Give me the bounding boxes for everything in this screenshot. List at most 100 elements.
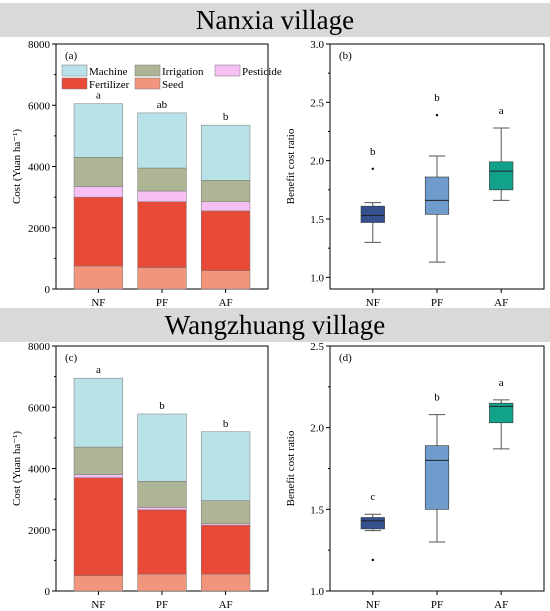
x-tick-label: PF <box>156 599 168 611</box>
panel-label: (b) <box>339 50 352 62</box>
significance-letter: b <box>434 92 440 104</box>
bar-irrigation <box>137 167 187 192</box>
bar-machine <box>137 413 187 482</box>
y-tick-label: 4000 <box>28 464 51 476</box>
legend-label-pesticide: Pesticide <box>242 66 282 78</box>
legend-label-seed: Seed <box>162 79 184 91</box>
x-tick-label: NF <box>91 297 105 309</box>
bar-seed <box>73 575 124 592</box>
significance-letter: a <box>499 105 504 117</box>
x-tick-label: NF <box>91 599 105 611</box>
legend-swatch-fertilizer <box>61 77 88 90</box>
panel-d: 1.0 1.5 2.0 2.5 NF PF AF Benefit cost ratio (d) c… <box>285 341 545 611</box>
outlier-point <box>435 113 439 117</box>
y-tick-label: 1.5 <box>310 504 324 516</box>
box-iqr <box>424 176 450 215</box>
outlier-point <box>371 167 374 171</box>
significance-letter: b <box>223 111 229 123</box>
bar-irrigation <box>137 481 187 508</box>
significance-letter: ab <box>157 99 168 111</box>
bar-pesticide <box>200 201 251 212</box>
panel-label: (c) <box>65 352 78 364</box>
bar-irrigation <box>73 446 124 475</box>
bar-irrigation <box>73 157 124 187</box>
y-tick-label: 8000 <box>28 341 51 353</box>
x-tick-label: AF <box>219 297 233 309</box>
bar-pesticide <box>73 186 124 198</box>
legend-swatch-pesticide <box>214 64 241 77</box>
legend-swatch-irrigation <box>134 64 161 77</box>
panel-label: (d) <box>339 352 352 364</box>
box-iqr <box>360 205 385 223</box>
bar-seed <box>200 573 251 592</box>
bar-pesticide <box>137 507 187 511</box>
legend-swatch-machine <box>61 64 88 77</box>
significance-letter: a <box>96 90 101 102</box>
significance-letter: c <box>370 491 375 503</box>
bar-machine <box>200 124 251 181</box>
box-iqr <box>489 161 514 191</box>
bar-seed <box>137 573 187 592</box>
y-tick-label: 1.5 <box>310 214 324 226</box>
bar-seed <box>200 270 251 290</box>
panel-a: 0 2000 4000 6000 8000 NF PF AF Cost (Yuan ha⁻¹) (… <box>11 39 282 309</box>
bar-machine <box>73 103 124 158</box>
y-tick-label: 2.5 <box>310 341 324 353</box>
y-tick-label: 6000 <box>28 402 51 414</box>
y-tick-label: 2.0 <box>310 156 324 168</box>
significance-letter: a <box>499 377 504 389</box>
significance-letter: b <box>434 392 440 404</box>
x-tick-label: PF <box>431 599 443 611</box>
x-tick-label: PF <box>156 297 168 309</box>
y-tick-label: 3.0 <box>310 39 324 51</box>
bar-fertilizer <box>200 210 251 271</box>
bar-seed <box>73 265 124 290</box>
banner-title-bottom: Wangzhuang village <box>164 310 386 340</box>
x-tick-label: AF <box>494 599 508 611</box>
panel-b: 1.0 1.5 2.0 2.5 3.0 NF PF AF Benefit cost ratio (… <box>285 39 545 309</box>
y-axis-label: Cost (Yuan ha⁻¹) <box>11 431 23 506</box>
significance-letter: b <box>223 418 229 430</box>
bar-seed <box>137 267 187 290</box>
x-tick-label: AF <box>494 297 508 309</box>
x-tick-label: AF <box>219 599 233 611</box>
bar-pesticide <box>73 474 124 478</box>
bar-machine <box>137 112 187 169</box>
bar-pesticide <box>137 190 187 202</box>
x-tick-label: NF <box>366 599 380 611</box>
x-tick-label: PF <box>431 297 443 309</box>
y-tick-label: 2000 <box>28 223 51 235</box>
legend-label-fertilizer: Fertilizer <box>89 79 130 91</box>
y-axis-label: Benefit cost ratio <box>285 430 297 506</box>
bar-fertilizer <box>137 201 187 268</box>
legend-label-irrigation: Irrigation <box>162 66 204 78</box>
legend-label-machine: Machine <box>89 66 128 78</box>
bar-fertilizer <box>137 509 187 575</box>
y-tick-label: 1.0 <box>310 272 324 284</box>
y-axis-label: Benefit cost ratio <box>285 128 297 204</box>
bar-fertilizer <box>73 196 124 267</box>
y-tick-label: 6000 <box>28 100 51 112</box>
bar-fertilizer <box>200 524 251 575</box>
banner-top <box>0 3 550 37</box>
banner-bottom <box>0 308 550 342</box>
bar-machine <box>73 377 124 448</box>
x-tick-label: NF <box>366 297 380 309</box>
box-iqr <box>489 402 514 424</box>
bar-irrigation <box>200 500 251 524</box>
panel-label: (a) <box>65 50 78 62</box>
y-tick-label: 2000 <box>28 525 51 537</box>
y-tick-label: 8000 <box>28 39 51 51</box>
significance-letter: a <box>96 364 101 376</box>
bar-machine <box>200 431 251 501</box>
box-iqr <box>360 517 385 530</box>
y-tick-label: 0 <box>45 586 51 598</box>
y-tick-label: 0 <box>45 284 51 296</box>
significance-letter: b <box>159 400 165 412</box>
y-tick-label: 1.0 <box>310 586 324 598</box>
outlier-point <box>371 558 374 562</box>
significance-letter: b <box>370 146 376 158</box>
bar-fertilizer <box>73 477 124 576</box>
box-iqr <box>424 445 450 510</box>
